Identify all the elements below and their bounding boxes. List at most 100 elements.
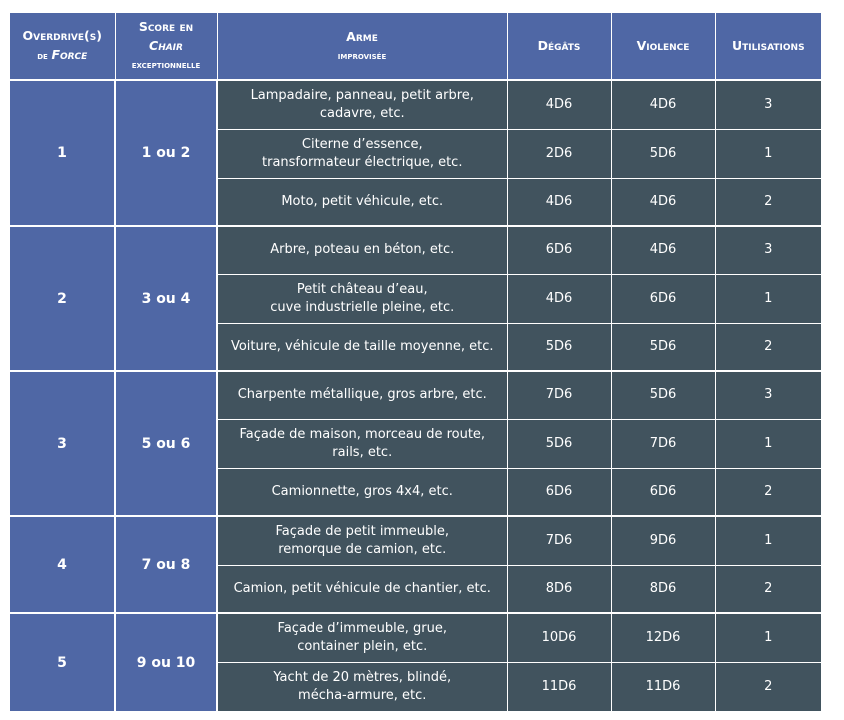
utilisations-cell: 2: [715, 323, 821, 372]
degats-cell: 2D6: [507, 129, 612, 179]
weapon-cell: Citerne d’essence, transformateur électri…: [217, 129, 508, 179]
violence-cell: 5D6: [611, 370, 716, 420]
weapon-cell: Camionnette, gros 4x4, etc.: [217, 468, 508, 517]
weapon-cell: Petit château d’eau, cuve industrielle pl…: [217, 274, 508, 324]
weapon-cell: Moto, petit véhicule, etc.: [217, 178, 508, 227]
violence-cell: 4D6: [611, 225, 716, 275]
violence-cell: 5D6: [611, 323, 716, 372]
utilisations-cell: 1: [715, 129, 821, 179]
chair-score-cell: 9 ou 10: [115, 612, 218, 711]
violence-cell: 7D6: [611, 419, 716, 469]
overdrive-level-cell: 2: [10, 225, 116, 371]
header-arme-line1: Arme: [346, 28, 378, 44]
header-overdrive-line1: Overdrive(s): [22, 28, 102, 43]
degats-cell: 4D6: [507, 178, 612, 227]
weapon-line: cadavre, etc.: [319, 105, 405, 121]
degats-cell: 7D6: [507, 515, 612, 566]
weapon-line: Yacht de 20 mètres, blindé,: [273, 669, 452, 685]
degats-cell: 5D6: [507, 419, 612, 469]
violence-cell: 12D6: [611, 612, 716, 663]
violence-cell: 9D6: [611, 515, 716, 566]
header-overdrive-line2-prefix: de: [37, 50, 52, 62]
utilisations-cell: 1: [715, 612, 821, 663]
weapon-line: Citerne d’essence,: [301, 136, 423, 152]
header-utilisations-label: Utilisations: [731, 37, 805, 53]
table-row: Façade de maison, morceau de route, rails…: [10, 419, 821, 469]
utilisations-cell: 1: [715, 274, 821, 324]
violence-cell: 6D6: [611, 468, 716, 517]
weapon-line: mécha-armure, etc.: [298, 687, 427, 703]
degats-cell: 4D6: [507, 79, 612, 130]
weapon-cell: Façade de petit immeuble, remorque de cam…: [217, 515, 508, 566]
overdrive-level-cell: 4: [10, 515, 116, 613]
weapon-line: Façade de petit immeuble,: [275, 523, 450, 539]
weapon-cell: Yacht de 20 mètres, blindé, mécha-armure,…: [217, 662, 508, 712]
utilisations-cell: 3: [715, 225, 821, 275]
table-row: Camion, petit véhicule de chantier, etc.…: [10, 565, 821, 614]
weapon-line: Camion, petit véhicule de chantier, etc.: [233, 580, 491, 596]
header-chair-score: Score en Chair exceptionnelle: [115, 13, 218, 80]
header-chair-line3: exceptionnelle: [131, 59, 201, 71]
header-utilisations: Utilisations: [715, 13, 821, 80]
violence-cell: 4D6: [611, 178, 716, 227]
weapon-line: Camionnette, gros 4x4, etc.: [271, 483, 453, 499]
weapon-cell: Camion, petit véhicule de chantier, etc.: [217, 565, 508, 614]
utilisations-cell: 1: [715, 515, 821, 566]
header-degats-label: Dégâts: [537, 37, 581, 53]
weapon-line: Arbre, poteau en béton, etc.: [270, 242, 455, 258]
degats-cell: 6D6: [507, 468, 612, 517]
header-overdrive-line2-italic: Force: [51, 47, 88, 62]
header-overdrive: Overdrive(s) de Force: [10, 13, 116, 80]
overdrive-level-cell: 1: [10, 79, 116, 226]
weapon-cell: Arbre, poteau en béton, etc.: [217, 225, 508, 275]
degats-cell: 7D6: [507, 370, 612, 420]
table-row: Petit château d’eau, cuve industrielle pl…: [10, 274, 821, 324]
utilisations-cell: 3: [715, 79, 821, 130]
weapon-cell: Façade d’immeuble, grue, container plein,…: [217, 612, 508, 663]
chair-score-cell: 3 ou 4: [115, 225, 218, 371]
chair-score-cell: 7 ou 8: [115, 515, 218, 613]
utilisations-cell: 3: [715, 370, 821, 420]
header-degats: Dégâts: [507, 13, 612, 80]
violence-cell: 4D6: [611, 79, 716, 130]
weapon-line: remorque de camion, etc.: [278, 541, 447, 557]
table-row: Camionnette, gros 4x4, etc. 6D6 6D6 2: [10, 468, 821, 517]
violence-cell: 8D6: [611, 565, 716, 614]
utilisations-cell: 2: [715, 468, 821, 517]
weapon-line: cuve industrielle pleine, etc.: [270, 299, 455, 315]
table-row: Yacht de 20 mètres, blindé, mécha-armure,…: [10, 662, 821, 712]
header-chair-line1: Score en: [138, 19, 194, 34]
violence-cell: 6D6: [611, 274, 716, 324]
degats-cell: 11D6: [507, 662, 612, 712]
table-row: Moto, petit véhicule, etc. 4D6 4D6 2: [10, 178, 821, 227]
weapon-cell: Lampadaire, panneau, petit arbre, cadavre…: [217, 79, 508, 130]
degats-cell: 4D6: [507, 274, 612, 324]
degats-cell: 8D6: [507, 565, 612, 614]
weapon-line: Façade d’immeuble, grue,: [277, 620, 447, 636]
violence-cell: 11D6: [611, 662, 716, 712]
overdrive-level-cell: 3: [10, 370, 116, 516]
weapon-line: Voiture, véhicule de taille moyenne, etc…: [230, 338, 494, 354]
utilisations-cell: 2: [715, 178, 821, 227]
degats-cell: 6D6: [507, 225, 612, 275]
improvised-weapons-table-container: Overdrive(s) de Force Score en Chair exc…: [10, 13, 821, 712]
header-violence: Violence: [611, 13, 716, 80]
weapon-cell: Voiture, véhicule de taille moyenne, etc…: [217, 323, 508, 372]
header-chair-line2-italic: Chair: [149, 38, 183, 53]
utilisations-cell: 1: [715, 419, 821, 469]
degats-cell: 5D6: [507, 323, 612, 372]
improvised-weapons-table: Overdrive(s) de Force Score en Chair exc…: [10, 13, 821, 712]
header-arme-line2: improvisée: [337, 49, 387, 62]
weapon-line: rails, etc.: [332, 444, 393, 460]
violence-cell: 5D6: [611, 129, 716, 179]
table-row: Citerne d’essence, transformateur électri…: [10, 129, 821, 179]
weapon-cell: Façade de maison, morceau de route, rails…: [217, 419, 508, 469]
weapon-line: Charpente métallique, gros arbre, etc.: [237, 387, 487, 403]
header-improvised-weapon: Arme improvisée: [217, 13, 508, 80]
